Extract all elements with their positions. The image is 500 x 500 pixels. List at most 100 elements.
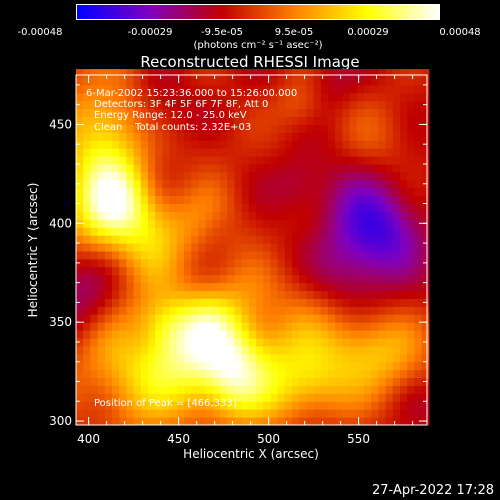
heatmap-cell [328,116,336,125]
heatmap-cell [205,298,214,307]
heatmap-cell [335,417,343,426]
heatmap-cell [83,314,91,323]
heatmap-cell [342,409,351,418]
heatmap-cell [284,353,293,363]
heatmap-cell [256,227,264,236]
heatmap-cell [364,377,372,386]
heatmap-cell [119,353,127,363]
heatmap-cell [342,100,351,110]
heatmap-cell [205,84,214,94]
heatmap-cell [320,92,329,102]
heatmap-cell [112,290,120,299]
heatmap-cell [104,92,113,102]
heatmap-cell [119,290,127,299]
heatmap-cell [90,314,99,323]
heatmap-cell [364,187,372,197]
heatmap-cell [414,274,423,284]
heatmap-cell [256,171,264,181]
heatmap-cell [191,361,199,371]
heatmap-cell [292,314,300,323]
heatmap-cell [90,290,99,299]
heatmap-cell [112,84,120,94]
heatmap-cell [126,282,135,292]
heatmap-cell [385,171,394,181]
heatmap-cell [320,187,329,197]
heatmap-cell [227,132,235,141]
heatmap-cell [83,76,91,86]
heatmap-cell [104,330,113,339]
heatmap-cell [371,69,379,78]
heatmap-cell [133,219,142,228]
heatmap-cell [169,401,178,410]
heatmap-cell [198,258,207,268]
heatmap-cell [76,385,84,394]
footer-date: 27-Apr-2022 17:28 [372,483,494,498]
heatmap-cell [292,322,300,331]
annotation-detectors: Detectors: 3F 4F 5F 6F 7F 8F, Att 0 [94,99,269,110]
heatmap-cell [306,92,315,102]
heatmap-cell [270,361,279,371]
heatmap-cell [306,250,315,260]
heatmap-cell [133,290,142,299]
heatmap-cell [335,337,343,347]
heatmap-cell [299,92,307,102]
heatmap-cell [371,100,379,110]
heatmap-cell [292,361,300,371]
heatmap-cell [356,148,365,157]
heatmap-cell [198,282,207,292]
heatmap-cell [90,156,99,165]
heatmap-cell [148,227,156,236]
heatmap-cell [414,290,423,299]
heatmap-cell [148,322,156,331]
heatmap-cell [241,108,250,118]
heatmap-cell [176,298,185,307]
heatmap-cell [176,417,185,426]
heatmap-cell [205,385,214,394]
heatmap-cell [277,219,286,228]
heatmap-cell [400,250,408,260]
heatmap-cell [313,385,322,394]
heatmap-cell [241,69,250,78]
heatmap-cell [176,179,185,189]
heatmap-cell [400,69,408,78]
heatmap-cell [112,243,120,252]
heatmap-cell [328,401,336,410]
heatmap-cell [328,108,336,118]
heatmap-cell [133,187,142,197]
heatmap-cell [184,116,192,125]
heatmap-cell [155,203,163,212]
heatmap-cell [421,148,430,157]
heatmap-cell [385,417,394,426]
heatmap-cell [385,187,394,197]
heatmap-cell [191,195,199,205]
heatmap-cell [97,322,106,331]
heatmap-cell [234,250,243,260]
heatmap-cell [234,92,243,102]
heatmap-cell [342,179,351,189]
heatmap-cell [364,195,372,205]
heatmap-cell [400,203,408,212]
heatmap-cell [220,187,228,197]
heatmap-cell [284,330,293,339]
heatmap-cell [421,195,430,205]
heatmap-cell [385,84,394,94]
heatmap-cell [277,211,286,220]
heatmap-cell [292,108,300,118]
heatmap-cell [349,282,358,292]
heatmap-cell [90,385,99,394]
heatmap-cell [306,124,315,133]
heatmap-cell [234,163,243,173]
chart-title: Reconstructed RHESSI Image [140,53,360,71]
heatmap-cell [126,298,135,307]
heatmap-cell [90,211,99,220]
heatmap-cell [349,140,358,149]
heatmap-cell [234,187,243,197]
heatmap-cell [277,385,286,394]
heatmap-cell [299,235,307,244]
heatmap-cell [328,250,336,260]
heatmap-cell [256,203,264,212]
heatmap-cell [256,211,264,220]
heatmap-cell [191,227,199,236]
heatmap-cell [320,132,329,141]
heatmap-cell [407,92,415,102]
